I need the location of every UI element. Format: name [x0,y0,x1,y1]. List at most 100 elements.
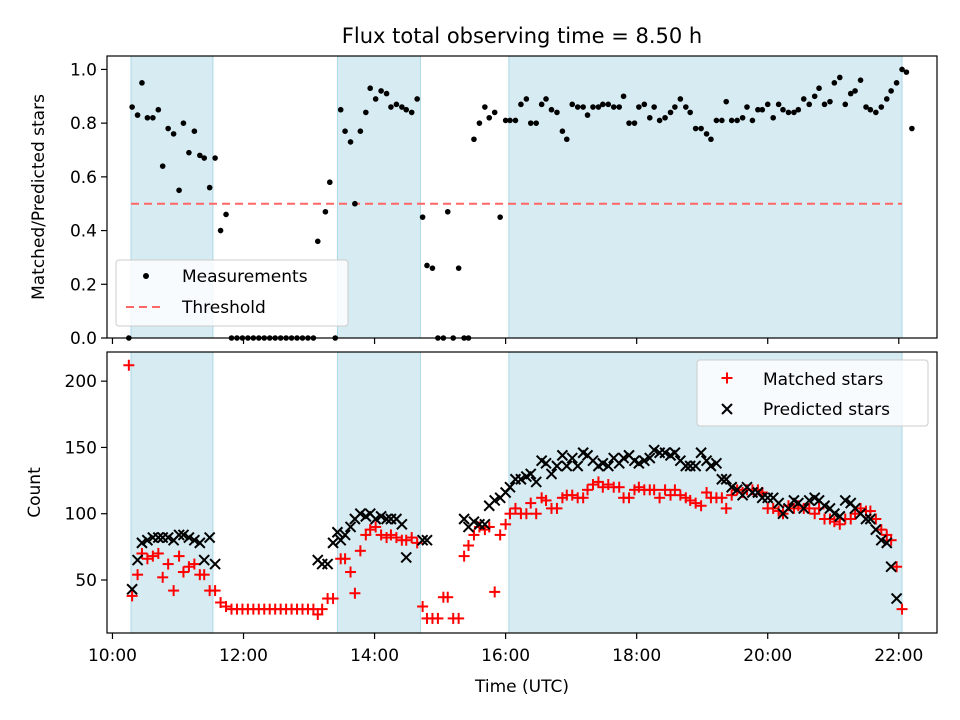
bottom-shaded-interval-0 [130,351,214,634]
predicted-star-point [828,508,841,520]
measurement-point [408,109,415,116]
matched-star-point [432,612,444,624]
measurement-point [455,265,462,271]
x-tick-label: 22:00 [874,646,923,666]
measurement-point [888,88,894,94]
predicted-star-point [725,481,738,493]
measurement-point [337,106,344,113]
predicted-star-point [617,452,630,464]
measurement-point [755,106,761,113]
predicted-star-point [136,537,148,549]
predicted-star-point [488,494,501,507]
matched-star-point [896,603,908,615]
predicted-star-point [602,460,614,472]
predicted-star-point [689,460,702,472]
matched-star-point [720,502,732,514]
matched-star-point [716,492,728,504]
matched-star-point [623,492,635,504]
measurement-point [554,109,560,116]
predicted-star-point [327,537,339,549]
matched-star-point [684,494,696,506]
predicted-star-point [798,502,810,515]
predicted-star-point [152,531,165,544]
measurement-point [641,101,648,108]
measurement-point [821,101,828,108]
predicted-star-point [870,523,882,536]
bottom-y-tick-label: 100 [65,505,97,525]
top-panel: 0.0 0.2 0.4 0.6 0.8 1.0 Matched/Predicted sta… [29,55,938,349]
predicted-star-point [209,558,221,570]
measurement-point [791,109,797,116]
measurement-point [314,238,321,245]
matched-star-point [891,561,903,573]
measurement-point [759,106,766,113]
measurement-point [785,109,792,116]
measurement-point [837,74,843,81]
matched-star-point [525,497,537,509]
matched-star-point [188,558,200,570]
predicted-star-point [504,481,516,493]
measurement-point [518,101,524,108]
matched-star-point [385,529,397,541]
measurement-point [563,136,570,143]
measurement-point [212,155,218,161]
predicted-star-point [375,510,387,523]
matched-star-point [597,481,609,493]
measurement-point [476,120,483,126]
predicted-star-point [710,457,723,470]
top-y-tick-label: 0.2 [70,275,97,295]
matched-star-point [141,553,153,565]
predicted-star-point [344,521,357,533]
predicted-star-point [881,537,893,549]
measurement-point [491,109,498,116]
measurement-point [403,106,410,113]
measurement-point [559,128,566,134]
matched-star-point [370,521,382,533]
measurement-point [831,80,838,86]
bottom-legend: Matched stars Predicted stars [696,359,929,427]
measurement-point [744,104,750,110]
top-y-tick-label: 0.4 [70,222,97,242]
measurement-point [502,117,509,124]
measurement-point [363,109,369,116]
measurement-point [708,136,714,143]
matched-star-point [417,600,429,612]
measurement-point [155,106,162,113]
measurement-point [393,101,400,108]
measurement-point [713,117,720,124]
measurement-point [223,211,229,218]
matched-star-point [209,585,221,597]
measurement-point [388,104,394,110]
measurement-point [863,104,869,110]
matched-star-point [695,500,707,512]
measurement-point [580,104,586,110]
measurement-point [543,96,549,102]
measurement-point [206,184,213,191]
matched-star-point [162,558,174,570]
measurement-point [811,93,818,100]
predicted-star-point [571,460,584,472]
matched-star-point [500,518,512,530]
measurement-point [899,66,905,73]
top-y-tick-label: 0.0 [70,329,97,349]
measurement-point [378,88,384,94]
matched-star-point [803,502,815,514]
measurement-point [512,117,519,124]
matched-star-point [483,521,495,533]
legend-measurements-label: Measurements [182,267,308,287]
matched-star-point [442,591,454,603]
matched-star-point [220,600,232,612]
measurement-point [842,101,849,108]
measurement-point [548,106,555,113]
measurement-point [326,179,333,186]
predicted-star-point [772,497,785,509]
matched-star-point [489,586,501,598]
predicted-star-point [561,460,573,472]
measurement-point [667,109,674,116]
matched-star-point [855,502,867,514]
matched-star-point [659,484,671,496]
measurement-point [538,101,545,108]
measurement-point [429,265,436,271]
measurement-point [775,101,782,108]
